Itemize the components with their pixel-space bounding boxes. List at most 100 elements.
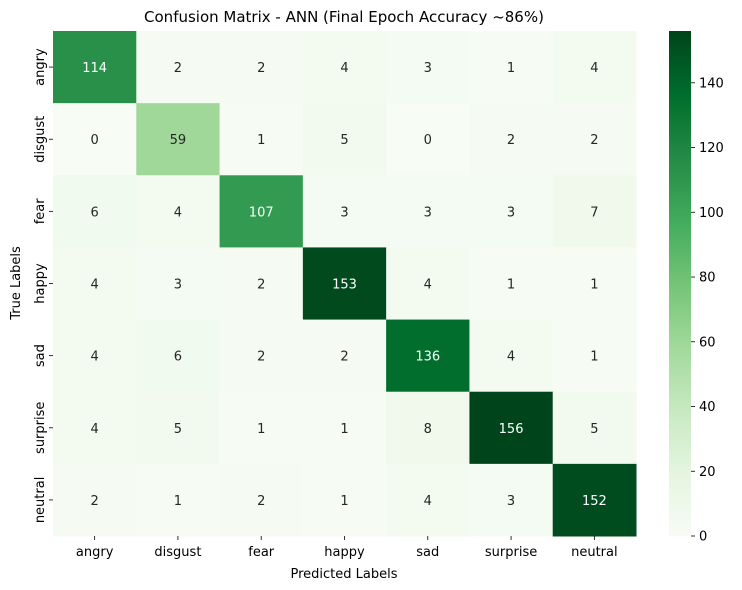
heatmap-cell — [136, 175, 221, 248]
cell-value-label: 4 — [424, 494, 432, 509]
x-tick-label: angry — [76, 545, 114, 560]
cell-value-label: 3 — [507, 494, 515, 509]
heatmap-cell — [386, 463, 470, 537]
cell-value-label: 1 — [174, 494, 182, 509]
cell-value-label: 2 — [257, 61, 265, 76]
x-tick-label: disgust — [154, 545, 201, 560]
cell-value-label: 156 — [499, 422, 524, 437]
heatmap-cell — [136, 463, 221, 537]
heatmap-cells: 114 2 2 4 3 1 40 59 1 5 0 2 26 4 107 3 3 3 74 3 2 153 4 1 14 6 2 2 1… — [53, 31, 637, 537]
y-tick-label: happy — [33, 263, 48, 304]
heatmap-cell — [386, 247, 470, 321]
heatmap-cell — [53, 103, 137, 176]
heatmap-cell — [386, 319, 470, 393]
colorbar-tick-label: 40 — [699, 400, 716, 415]
cell-value-label: 4 — [424, 278, 432, 293]
y-tick-label: surprise — [33, 402, 48, 454]
cell-value-label: 2 — [257, 278, 265, 293]
colorbar-tick-label: 0 — [699, 530, 707, 545]
heatmap-cell — [552, 319, 637, 393]
colorbar-tick-label: 140 — [699, 76, 724, 91]
heatmap-cell — [302, 247, 387, 321]
heatmap-cell — [469, 247, 554, 321]
heatmap-cell — [552, 31, 637, 104]
heatmap-cell — [53, 463, 137, 537]
cell-value-label: 1 — [257, 422, 265, 437]
colorbar-ticks: 0 20 40 60 80 100 120 140 — [691, 76, 724, 545]
colorbar — [669, 31, 691, 536]
heatmap-cell — [53, 247, 137, 321]
cell-value-label: 0 — [424, 133, 432, 148]
x-tick-label: surprise — [485, 545, 537, 560]
heatmap-cell — [302, 391, 387, 465]
cell-value-label: 136 — [415, 350, 440, 365]
cell-value-label: 153 — [332, 278, 357, 293]
heatmap-cell — [302, 175, 387, 248]
cell-value-label: 8 — [424, 422, 432, 437]
heatmap-cell — [302, 31, 387, 104]
heatmap-cell — [219, 103, 304, 176]
heatmap-cell — [53, 319, 137, 393]
cell-value-label: 1 — [340, 494, 348, 509]
cell-value-label: 1 — [590, 350, 598, 365]
heatmap-cell — [136, 103, 221, 176]
heatmap-cell — [386, 175, 470, 248]
heatmap-cell — [469, 103, 554, 176]
cell-value-label: 1 — [507, 61, 515, 76]
x-axis-ticks: angry disgust fear happy sad surprise neutral — [76, 536, 618, 560]
cell-value-label: 152 — [582, 494, 607, 509]
heatmap-cell — [219, 31, 304, 104]
cell-value-label: 0 — [91, 133, 99, 148]
colorbar-tick-label: 120 — [699, 141, 724, 156]
cell-value-label: 4 — [174, 205, 182, 220]
heatmap-cell — [53, 175, 137, 248]
heatmap-cell — [469, 319, 554, 393]
cell-value-label: 7 — [590, 205, 598, 220]
colorbar-tick-label: 100 — [699, 206, 724, 221]
y-tick-label: neutral — [33, 477, 48, 524]
heatmap-cell — [219, 247, 304, 321]
y-tick-label: sad — [33, 344, 48, 367]
cell-value-label: 2 — [340, 350, 348, 365]
cell-value-label: 1 — [590, 278, 598, 293]
cell-value-label: 2 — [590, 133, 598, 148]
cell-value-label: 107 — [249, 205, 274, 220]
cell-value-label: 4 — [91, 278, 99, 293]
cell-value-label: 4 — [340, 61, 348, 76]
cell-value-label: 2 — [507, 133, 515, 148]
heatmap-cell — [136, 31, 221, 104]
cell-value-label: 59 — [170, 133, 187, 148]
heatmap-cell — [552, 463, 637, 537]
cell-value-label: 114 — [82, 61, 107, 76]
heatmap-cell — [302, 103, 387, 176]
cell-value-label: 3 — [424, 61, 432, 76]
heatmap-cell — [219, 175, 304, 248]
cell-value-label: 6 — [174, 350, 182, 365]
heatmap-cell — [552, 103, 637, 176]
heatmap-cell — [302, 463, 387, 537]
y-axis-ticks: angry disgust fear happy sad surprise neutral — [33, 48, 53, 523]
colorbar-tick-label: 20 — [699, 465, 716, 480]
heatmap-cell — [219, 319, 304, 393]
cell-value-label: 1 — [340, 422, 348, 437]
cell-value-label: 4 — [91, 350, 99, 365]
chart-title: Confusion Matrix - ANN (Final Epoch Accu… — [144, 8, 544, 26]
cell-value-label: 2 — [174, 61, 182, 76]
y-tick-label: disgust — [33, 116, 48, 163]
cell-value-label: 3 — [507, 205, 515, 220]
heatmap-cell — [386, 31, 470, 104]
cell-value-label: 2 — [257, 350, 265, 365]
heatmap-cell — [386, 103, 470, 176]
cell-value-label: 2 — [257, 494, 265, 509]
cell-value-label: 4 — [91, 422, 99, 437]
cell-value-label: 4 — [507, 350, 515, 365]
cell-value-label: 6 — [91, 205, 99, 220]
cell-value-label: 1 — [257, 133, 265, 148]
heatmap-cell — [469, 463, 554, 537]
x-tick-label: neutral — [571, 545, 618, 560]
colorbar-tick-label: 60 — [699, 335, 716, 350]
cell-value-label: 3 — [340, 205, 348, 220]
heatmap-cell — [53, 31, 137, 104]
cell-value-label: 4 — [590, 61, 598, 76]
heatmap-cell — [302, 319, 387, 393]
